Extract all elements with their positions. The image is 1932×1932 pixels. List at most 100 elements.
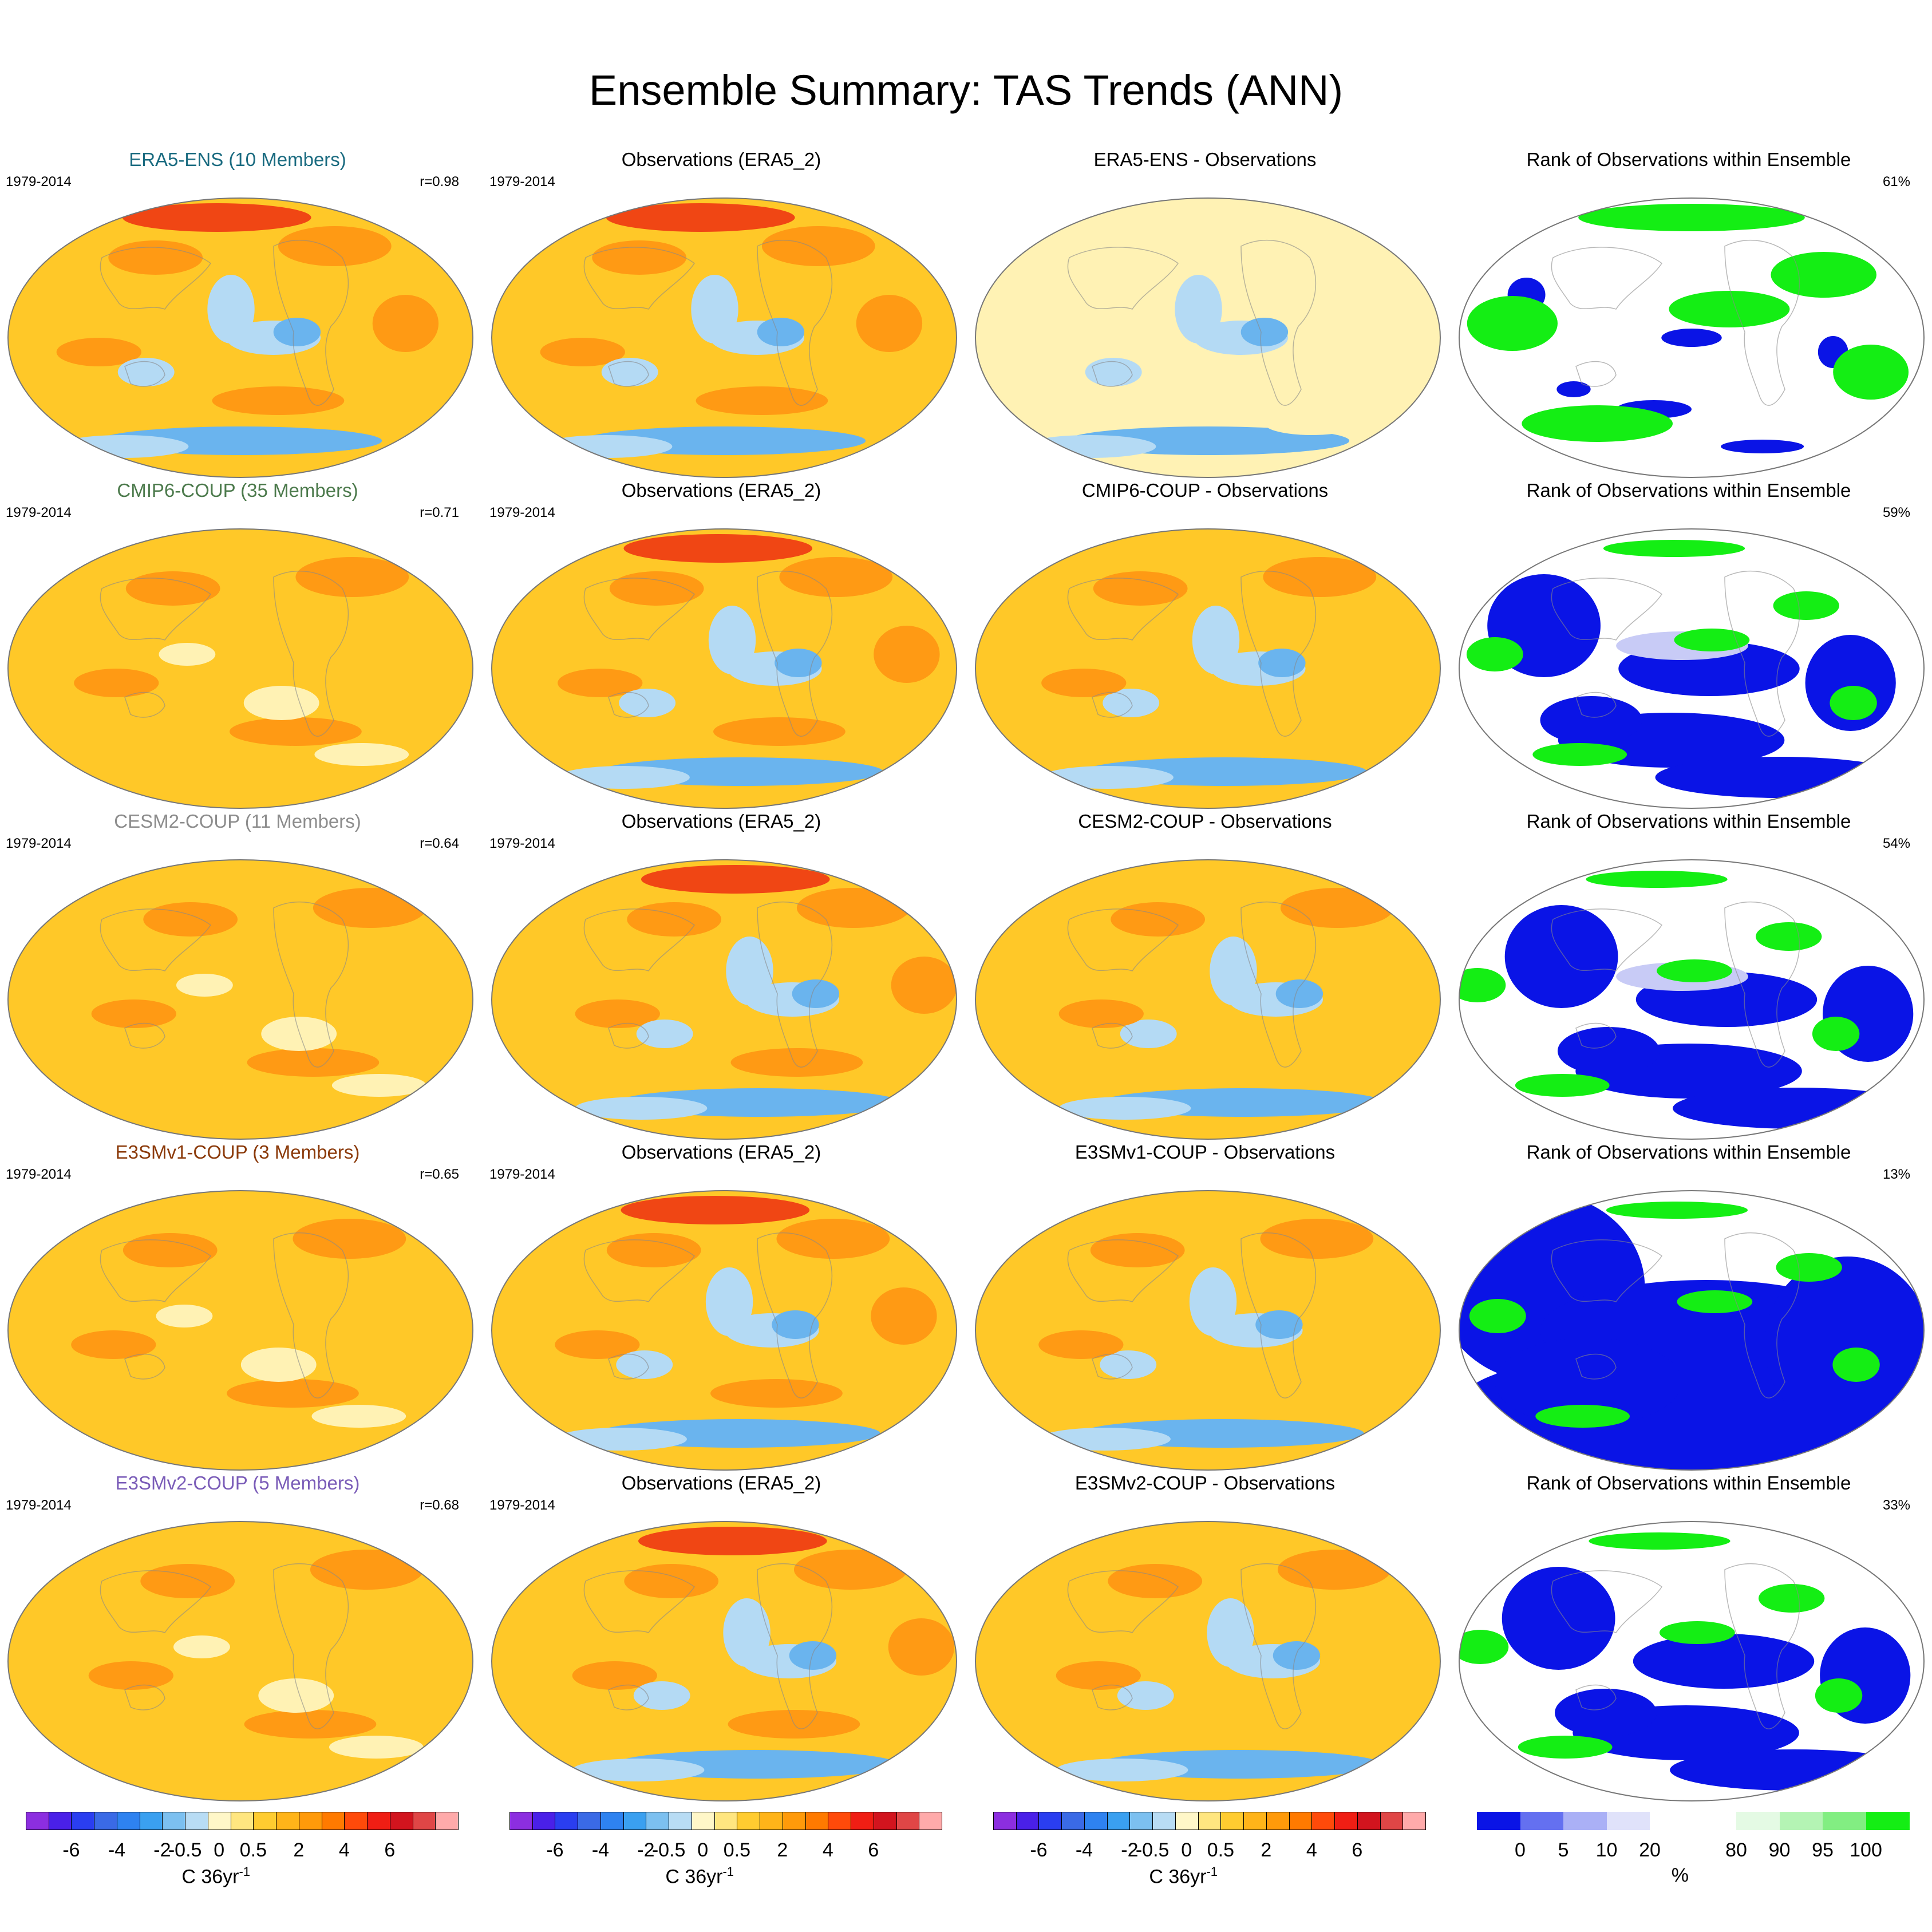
rank-title: Rank of Observations within Ensemble bbox=[1526, 149, 1851, 170]
observations-panel: Observations (ERA5_2) 1979-2014 bbox=[484, 1141, 959, 1473]
colorbar-tick-label: 2 bbox=[777, 1839, 788, 1861]
period-label: 1979-2014 bbox=[489, 505, 555, 520]
observations-map-4 bbox=[491, 1521, 957, 1801]
colorbar-swatch bbox=[532, 1812, 556, 1830]
difference-panel: ERA5-ENS - Observations bbox=[967, 149, 1443, 480]
difference-title: E3SMv2-COUP - Observations bbox=[1074, 1472, 1336, 1494]
colorbar-tick-label: 20 bbox=[1639, 1839, 1661, 1861]
colorbar-tick-label: 0.5 bbox=[239, 1839, 267, 1861]
observations-map-2 bbox=[491, 859, 957, 1140]
rank-title: Rank of Observations within Ensemble bbox=[1526, 1141, 1851, 1163]
ensemble-mean-title: CESM2-COUP (11 Members) bbox=[114, 811, 361, 832]
colorbar-swatch bbox=[1779, 1812, 1823, 1830]
colorbar-swatch bbox=[298, 1812, 322, 1830]
page-title: Ensemble Summary: TAS Trends (ANN) bbox=[588, 66, 1344, 114]
colorbar-tick-label: 0.5 bbox=[1207, 1839, 1234, 1861]
colorbar-unit: C 36yr-1 bbox=[1149, 1864, 1218, 1888]
colorbar-swatch bbox=[1266, 1812, 1290, 1830]
rank-title: Rank of Observations within Ensemble bbox=[1526, 480, 1851, 501]
difference-panel: E3SMv1-COUP - Observations bbox=[967, 1141, 1443, 1473]
colorbar-swatch bbox=[1563, 1812, 1607, 1830]
colorbar-swatch bbox=[1084, 1812, 1108, 1830]
colorbar-swatch bbox=[1243, 1812, 1267, 1830]
rank-percent: 59% bbox=[1882, 505, 1910, 520]
colorbar-swatch bbox=[435, 1812, 459, 1830]
panel-row: CMIP6-COUP (35 Members) 1979-2014 r=0.71 Ob… bbox=[0, 480, 1932, 811]
colorbar-swatch bbox=[230, 1812, 254, 1830]
colorbar-tick-label: -4 bbox=[1075, 1839, 1093, 1861]
colorbar-swatch bbox=[185, 1812, 208, 1830]
colorbar-swatch bbox=[71, 1812, 95, 1830]
rank-map-0 bbox=[1459, 197, 1925, 478]
colorbar-swatch bbox=[509, 1812, 533, 1830]
rank-panel: Rank of Observations within Ensemble 61% bbox=[1451, 149, 1926, 480]
ensemble-mean-title: E3SMv1-COUP (3 Members) bbox=[115, 1141, 360, 1163]
rank-title: Rank of Observations within Ensemble bbox=[1526, 811, 1851, 832]
period-label: 1979-2014 bbox=[6, 1498, 72, 1513]
colorbar-swatch bbox=[139, 1812, 163, 1830]
period-label: 1979-2014 bbox=[489, 174, 555, 189]
colorbar-tick-label: 80 bbox=[1725, 1839, 1747, 1861]
colorbar-swatch bbox=[714, 1812, 738, 1830]
colorbar-unit: % bbox=[1671, 1864, 1689, 1886]
pattern-correlation: r=0.64 bbox=[420, 836, 459, 851]
period-label: 1979-2014 bbox=[6, 505, 72, 520]
colorbar-swatch bbox=[623, 1812, 647, 1830]
ensemble-mean-panel: CMIP6-COUP (35 Members) 1979-2014 r=0.71 bbox=[0, 480, 475, 811]
colorbar-tick-label: 100 bbox=[1850, 1839, 1882, 1861]
colorbar-tick-label: 4 bbox=[1306, 1839, 1317, 1861]
trend-colorbar: -6 -4 -2 -0.5 0 0.5 2 4 6 C 36yr-1 bbox=[993, 1812, 1428, 1892]
colorbar-swatch bbox=[737, 1812, 761, 1830]
colorbar-swatch bbox=[1152, 1812, 1176, 1830]
colorbar-swatch bbox=[1038, 1812, 1062, 1830]
observations-panel: Observations (ERA5_2) 1979-2014 bbox=[484, 480, 959, 811]
period-label: 1979-2014 bbox=[6, 174, 72, 189]
colorbar-swatch bbox=[782, 1812, 806, 1830]
colorbar-tick-label: -6 bbox=[1030, 1839, 1048, 1861]
difference-map-3 bbox=[975, 1190, 1441, 1471]
rank-panel: Rank of Observations within Ensemble 33% bbox=[1451, 1472, 1926, 1804]
rank-percent: 13% bbox=[1882, 1167, 1910, 1182]
panel-row: ERA5-ENS (10 Members) 1979-2014 r=0.98 Obse… bbox=[0, 149, 1932, 480]
colorbar-tick-label: -0.5 bbox=[1135, 1839, 1170, 1861]
colorbar-swatch bbox=[1016, 1812, 1040, 1830]
colorbar-swatch bbox=[1606, 1812, 1650, 1830]
difference-map-2 bbox=[975, 859, 1441, 1140]
colorbar-tick-label: -0.5 bbox=[651, 1839, 686, 1861]
colorbar-tick-label: 90 bbox=[1768, 1839, 1791, 1861]
colorbar-swatch bbox=[48, 1812, 72, 1830]
colorbar-swatch bbox=[1866, 1812, 1910, 1830]
colorbar-swatch bbox=[1220, 1812, 1244, 1830]
colorbar-tick-label: 0.5 bbox=[723, 1839, 750, 1861]
colorbar-swatch bbox=[828, 1812, 852, 1830]
colorbar-swatch bbox=[1129, 1812, 1153, 1830]
ensemble-mean-panel: ERA5-ENS (10 Members) 1979-2014 r=0.98 bbox=[0, 149, 475, 480]
period-label: 1979-2014 bbox=[489, 1167, 555, 1182]
colorbar-tick-label: -6 bbox=[546, 1839, 564, 1861]
colorbar-swatch bbox=[919, 1812, 942, 1830]
ensemble-mean-map-0 bbox=[7, 197, 473, 478]
trend-colorbar: -6 -4 -2 -0.5 0 0.5 2 4 6 C 36yr-1 bbox=[26, 1812, 461, 1892]
colorbar-swatch bbox=[873, 1812, 897, 1830]
colorbar-swatch bbox=[412, 1812, 436, 1830]
rank-map-1 bbox=[1459, 528, 1925, 809]
colorbar-swatch bbox=[162, 1812, 186, 1830]
colorbar-tick-label: 0 bbox=[214, 1839, 225, 1861]
pattern-correlation: r=0.71 bbox=[420, 505, 459, 520]
rank-percent: 33% bbox=[1882, 1498, 1910, 1513]
difference-panel: CMIP6-COUP - Observations bbox=[967, 480, 1443, 811]
observations-title: Observations (ERA5_2) bbox=[621, 811, 821, 832]
colorbar-swatch bbox=[1289, 1812, 1313, 1830]
rank-title: Rank of Observations within Ensemble bbox=[1526, 1472, 1851, 1494]
rank-map-3 bbox=[1459, 1190, 1925, 1471]
panel-row: CESM2-COUP (11 Members) 1979-2014 r=0.64 Ob… bbox=[0, 811, 1932, 1142]
colorbar-tick-label: -6 bbox=[62, 1839, 80, 1861]
ensemble-mean-panel: CESM2-COUP (11 Members) 1979-2014 r=0.64 bbox=[0, 811, 475, 1142]
observations-title: Observations (ERA5_2) bbox=[621, 480, 821, 501]
colorbar-tick-label: -0.5 bbox=[168, 1839, 202, 1861]
observations-title: Observations (ERA5_2) bbox=[621, 1472, 821, 1494]
pattern-correlation: r=0.65 bbox=[420, 1167, 459, 1182]
difference-title: E3SMv1-COUP - Observations bbox=[1074, 1141, 1336, 1163]
period-label: 1979-2014 bbox=[6, 1167, 72, 1182]
trend-colorbar: -6 -4 -2 -0.5 0 0.5 2 4 6 C 36yr-1 bbox=[509, 1812, 945, 1892]
